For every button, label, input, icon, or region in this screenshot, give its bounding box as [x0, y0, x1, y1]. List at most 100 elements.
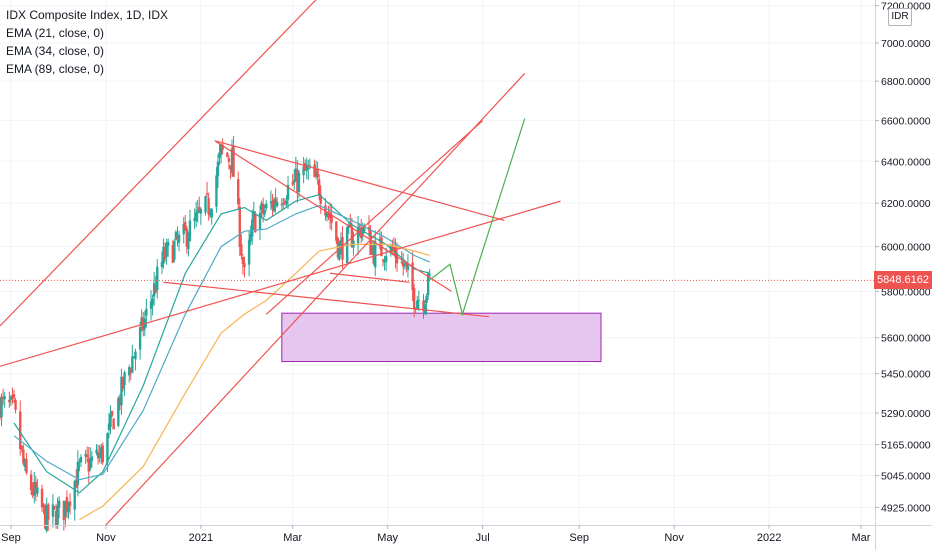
- candle: [294, 156, 298, 182]
- candle: [360, 218, 363, 244]
- candle-body: [360, 227, 363, 239]
- candle-body: [64, 500, 67, 517]
- candle-body: [297, 172, 301, 192]
- candle-body: [389, 245, 392, 254]
- candle: [177, 230, 181, 252]
- candle: [199, 207, 203, 225]
- candle: [194, 201, 198, 228]
- candle-body: [47, 504, 50, 520]
- candle-body: [67, 503, 70, 513]
- candle-body: [285, 200, 288, 205]
- candle-body: [165, 242, 168, 257]
- y-tick-label: 6600.0000: [881, 116, 931, 128]
- candle: [240, 234, 243, 260]
- candle: [335, 220, 338, 245]
- candle: [138, 321, 142, 360]
- candle-body: [145, 308, 148, 316]
- candle-body: [73, 481, 76, 510]
- candle-body: [156, 266, 159, 291]
- trendline-channel-lower: [105, 73, 526, 526]
- candle-body: [20, 446, 23, 450]
- candle: [269, 190, 273, 211]
- ema-line-34: [13, 204, 430, 481]
- candle-body: [42, 504, 45, 506]
- candle-body: [198, 206, 201, 211]
- candle: [8, 391, 11, 408]
- candle-body: [31, 489, 34, 496]
- candle-body: [384, 256, 388, 263]
- candle: [280, 198, 284, 210]
- candle-body: [406, 265, 410, 270]
- candle-body: [349, 223, 352, 228]
- candle: [20, 445, 23, 453]
- candle-body: [154, 285, 157, 293]
- candle-body: [106, 433, 109, 463]
- candle-body: [3, 396, 6, 400]
- candle: [370, 241, 374, 255]
- candle: [403, 263, 407, 270]
- candle: [33, 471, 36, 504]
- candle: [243, 256, 246, 278]
- candle: [263, 204, 266, 218]
- candle: [1, 388, 5, 405]
- candle-body: [85, 455, 89, 458]
- candle-body: [254, 213, 257, 233]
- x-tick-label: Nov: [96, 532, 116, 544]
- candle: [174, 230, 178, 241]
- candle: [283, 198, 287, 206]
- currency-badge[interactable]: IDR: [888, 8, 912, 26]
- candle-body: [272, 199, 276, 212]
- candle: [84, 449, 87, 464]
- candle-body: [182, 224, 185, 235]
- candle: [14, 398, 17, 414]
- candle: [316, 161, 319, 185]
- candle-body: [383, 260, 386, 263]
- candle-body: [176, 235, 179, 240]
- candle: [229, 165, 232, 180]
- y-tick-label: 7000.0000: [881, 38, 931, 50]
- x-tick-label: May: [377, 532, 398, 544]
- candle-body: [166, 241, 170, 246]
- candle-body: [218, 152, 221, 158]
- candle-body: [151, 298, 154, 305]
- candle: [131, 344, 134, 374]
- candle: [121, 376, 125, 392]
- candle-body: [36, 487, 39, 494]
- candle-body: [53, 506, 56, 508]
- candle-body: [128, 367, 131, 376]
- candle: [118, 394, 122, 411]
- candle: [282, 197, 285, 210]
- candle-body: [221, 144, 224, 150]
- candle: [196, 199, 199, 223]
- x-tick-label: Sep: [569, 532, 589, 544]
- ema-line-21: [13, 194, 430, 494]
- candle-body: [265, 203, 268, 209]
- x-tick-label: 2021: [189, 532, 213, 544]
- candle-body: [177, 234, 181, 243]
- candle: [107, 412, 111, 439]
- candle-body: [405, 262, 408, 266]
- x-tick-label: 2022: [757, 532, 781, 544]
- candle-body: [258, 212, 262, 230]
- candle: [207, 192, 210, 221]
- candle: [151, 294, 154, 316]
- candle: [412, 283, 416, 318]
- candle: [54, 503, 58, 529]
- candle-body: [120, 376, 123, 406]
- trendline-wedge-lower: [163, 281, 489, 318]
- candle: [156, 259, 159, 299]
- candle-body: [283, 201, 287, 203]
- candle-body: [138, 327, 142, 350]
- candle-body: [162, 246, 165, 264]
- candle: [31, 482, 34, 499]
- candle-body: [107, 423, 111, 430]
- candle: [56, 497, 59, 529]
- candle: [184, 215, 187, 231]
- candle: [101, 442, 104, 466]
- candle-body: [238, 206, 241, 247]
- candle-body: [261, 204, 265, 214]
- candle-body: [403, 263, 407, 266]
- candle-body: [370, 246, 374, 253]
- candle: [317, 174, 321, 201]
